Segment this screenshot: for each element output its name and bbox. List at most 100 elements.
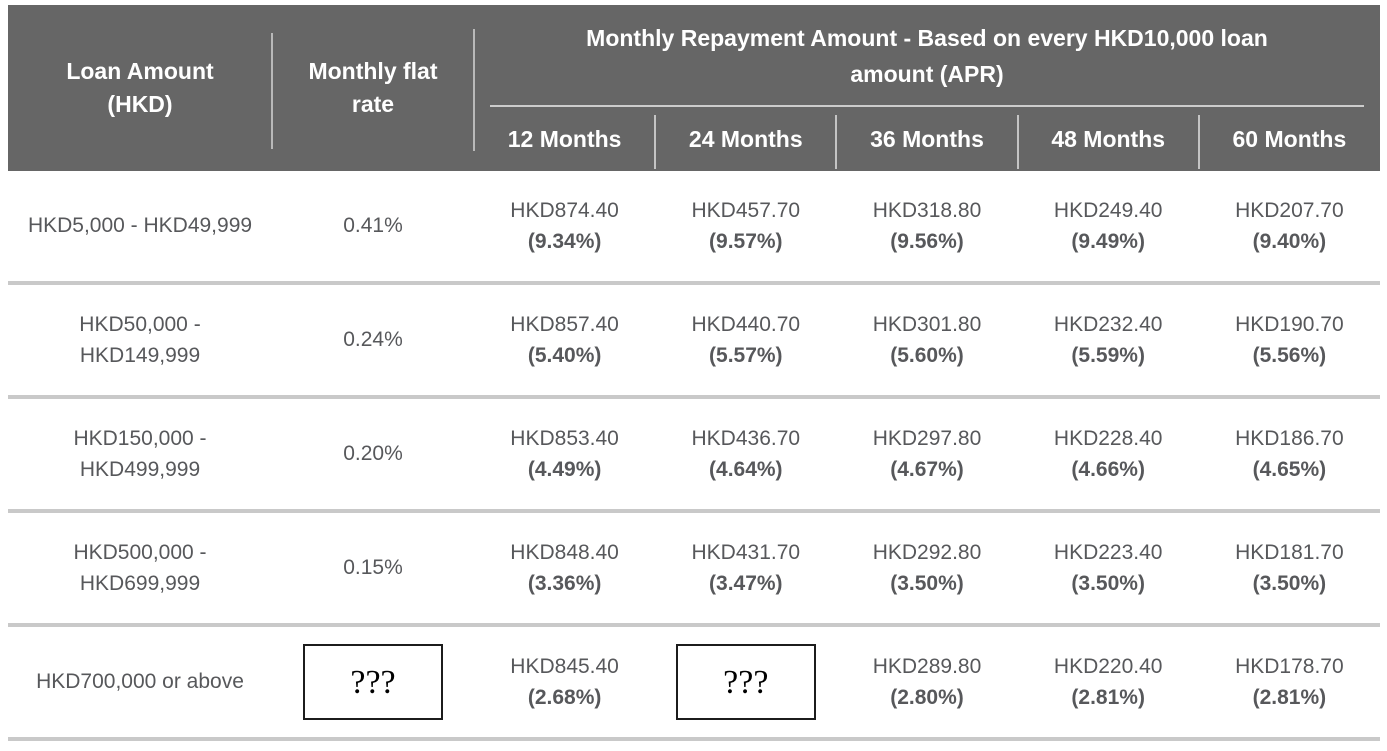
repayment-amount: HKD297.80 [872, 426, 982, 450]
repayment-amount: HKD440.70 [691, 312, 801, 336]
flat-rate-hidden: ??? [272, 644, 474, 720]
repayment-apr: (9.34%) [527, 230, 602, 253]
repayment-60m: HKD181.70 (3.50%) [1199, 537, 1380, 600]
header-48-months: 48 Months [1016, 107, 1199, 171]
repayment-24m: HKD436.70 (4.64%) [655, 423, 836, 486]
repayment-60m: HKD186.70 (4.65%) [1199, 423, 1380, 486]
loan-range: HKD50,000 - HKD149,999 [79, 312, 201, 368]
repayment-apr: (3.50%) [1071, 572, 1145, 595]
repayment-36m: HKD301.80 (5.60%) [836, 309, 1017, 372]
row-separator [8, 737, 1380, 741]
repayment-amount: HKD289.80 [872, 654, 982, 678]
repayment-amount: HKD178.70 [1235, 654, 1344, 678]
repayment-12m: HKD874.40 (9.34%) [474, 195, 655, 258]
table-row: HKD500,000 - HKD699,999 0.15% HKD848.40 … [8, 513, 1380, 623]
repayment-48m: HKD223.40 (3.50%) [1018, 537, 1199, 600]
repayment-12m: HKD845.40 (2.68%) [474, 651, 655, 714]
repayment-apr: (2.81%) [1071, 686, 1145, 709]
repayment-amount: HKD181.70 [1235, 540, 1344, 564]
flat-rate: 0.15% [343, 556, 403, 580]
repayment-apr: (2.81%) [1252, 686, 1327, 709]
repayment-apr: (4.64%) [709, 458, 783, 481]
repayment-amount: HKD228.40 [1053, 426, 1163, 450]
header-12-months: 12 Months [507, 125, 622, 152]
repayment-amount: HKD207.70 [1235, 198, 1344, 222]
repayment-36m: HKD297.80 (4.67%) [836, 423, 1017, 486]
repayment-12m: HKD848.40 (3.36%) [474, 537, 655, 600]
row-separator [8, 395, 1380, 399]
table-row: HKD700,000 or above ??? HKD845.40 (2.68%… [8, 627, 1380, 737]
repayment-amount: HKD874.40 [510, 198, 619, 222]
repayment-12m: HKD857.40 (5.40%) [474, 309, 655, 372]
repayment-amount: HKD857.40 [510, 312, 619, 336]
repayment-24m-hidden: ??? [655, 644, 836, 720]
repayment-apr: (4.49%) [527, 458, 602, 481]
repayment-amount: HKD232.40 [1053, 312, 1163, 336]
repayment-apr: (5.40%) [527, 344, 602, 367]
repayment-60m: HKD207.70 (9.40%) [1199, 195, 1380, 258]
repayment-36m: HKD289.80 (2.80%) [836, 651, 1017, 714]
repayment-amount: HKD220.40 [1053, 654, 1163, 678]
row-separator [8, 623, 1380, 627]
repayment-amount: HKD249.40 [1053, 198, 1163, 222]
repayment-apr: (5.60%) [890, 344, 964, 367]
row-separator [8, 281, 1380, 285]
repayment-48m: HKD232.40 (5.59%) [1018, 309, 1199, 372]
repayment-amount: HKD853.40 [510, 426, 619, 450]
repayment-48m: HKD228.40 (4.66%) [1018, 423, 1199, 486]
repayment-apr: (2.68%) [527, 686, 602, 709]
repayment-36m: HKD292.80 (3.50%) [836, 537, 1017, 600]
header-monthly-flat-rate: Monthly flat rate [308, 57, 438, 117]
repayment-24m: HKD440.70 (5.57%) [655, 309, 836, 372]
header-horizontal-rule [490, 105, 1364, 107]
repayment-apr: (5.59%) [1071, 344, 1145, 367]
header-repayment-title: Monthly Repayment Amount - Based on ever… [586, 25, 1268, 87]
header-24-months: 24 Months [654, 107, 836, 171]
repayment-apr: (5.56%) [1252, 344, 1327, 367]
repayment-apr: (4.65%) [1252, 458, 1327, 481]
repayment-amount: HKD292.80 [872, 540, 982, 564]
repayment-apr: (9.57%) [709, 230, 783, 253]
row-separator [8, 509, 1380, 513]
repayment-amount: HKD186.70 [1235, 426, 1344, 450]
placeholder-box: ??? [303, 644, 443, 720]
table-row: HKD5,000 - HKD49,999 0.41% HKD874.40 (9.… [8, 171, 1380, 281]
repayment-apr: (3.50%) [890, 572, 964, 595]
loan-range: HKD150,000 - HKD499,999 [73, 426, 207, 482]
loan-rate-table: Loan Amount (HKD) Monthly flat rate Mont… [8, 5, 1380, 741]
repayment-48m: HKD220.40 (2.81%) [1018, 651, 1199, 714]
repayment-apr: (4.67%) [890, 458, 964, 481]
flat-rate: 0.20% [343, 442, 403, 466]
repayment-amount: HKD301.80 [872, 312, 982, 336]
repayment-apr: (3.47%) [709, 572, 783, 595]
repayment-apr: (5.57%) [709, 344, 783, 367]
repayment-24m: HKD431.70 (3.47%) [655, 537, 836, 600]
flat-rate: 0.24% [343, 328, 403, 352]
placeholder-box: ??? [675, 644, 816, 720]
repayment-apr: (4.66%) [1071, 458, 1145, 481]
repayment-60m: HKD190.70 (5.56%) [1199, 309, 1380, 372]
header-36-months: 36 Months [835, 107, 1017, 171]
header-divider [271, 33, 273, 149]
repayment-apr: (9.49%) [1071, 230, 1145, 253]
repayment-apr: (3.50%) [1252, 572, 1327, 595]
table-row: HKD150,000 - HKD499,999 0.20% HKD853.40 … [8, 399, 1380, 509]
header-loan-amount: Loan Amount (HKD) [66, 57, 214, 117]
repayment-amount: HKD845.40 [510, 654, 619, 678]
table-header: Loan Amount (HKD) Monthly flat rate Mont… [8, 5, 1380, 171]
table-row: HKD50,000 - HKD149,999 0.24% HKD857.40 (… [8, 285, 1380, 395]
header-repayment-group: Monthly Repayment Amount - Based on ever… [474, 5, 1380, 171]
repayment-amount: HKD436.70 [691, 426, 801, 450]
repayment-apr: (9.40%) [1252, 230, 1327, 253]
repayment-amount: HKD848.40 [510, 540, 619, 564]
repayment-apr: (3.36%) [527, 572, 602, 595]
repayment-amount: HKD190.70 [1235, 312, 1344, 336]
repayment-12m: HKD853.40 (4.49%) [474, 423, 655, 486]
header-60-months: 60 Months [1197, 107, 1380, 171]
repayment-60m: HKD178.70 (2.81%) [1199, 651, 1380, 714]
repayment-48m: HKD249.40 (9.49%) [1018, 195, 1199, 258]
flat-rate: 0.41% [343, 214, 403, 238]
repayment-24m: HKD457.70 (9.57%) [655, 195, 836, 258]
repayment-apr: (9.56%) [890, 230, 964, 253]
loan-range: HKD700,000 or above [36, 670, 244, 694]
